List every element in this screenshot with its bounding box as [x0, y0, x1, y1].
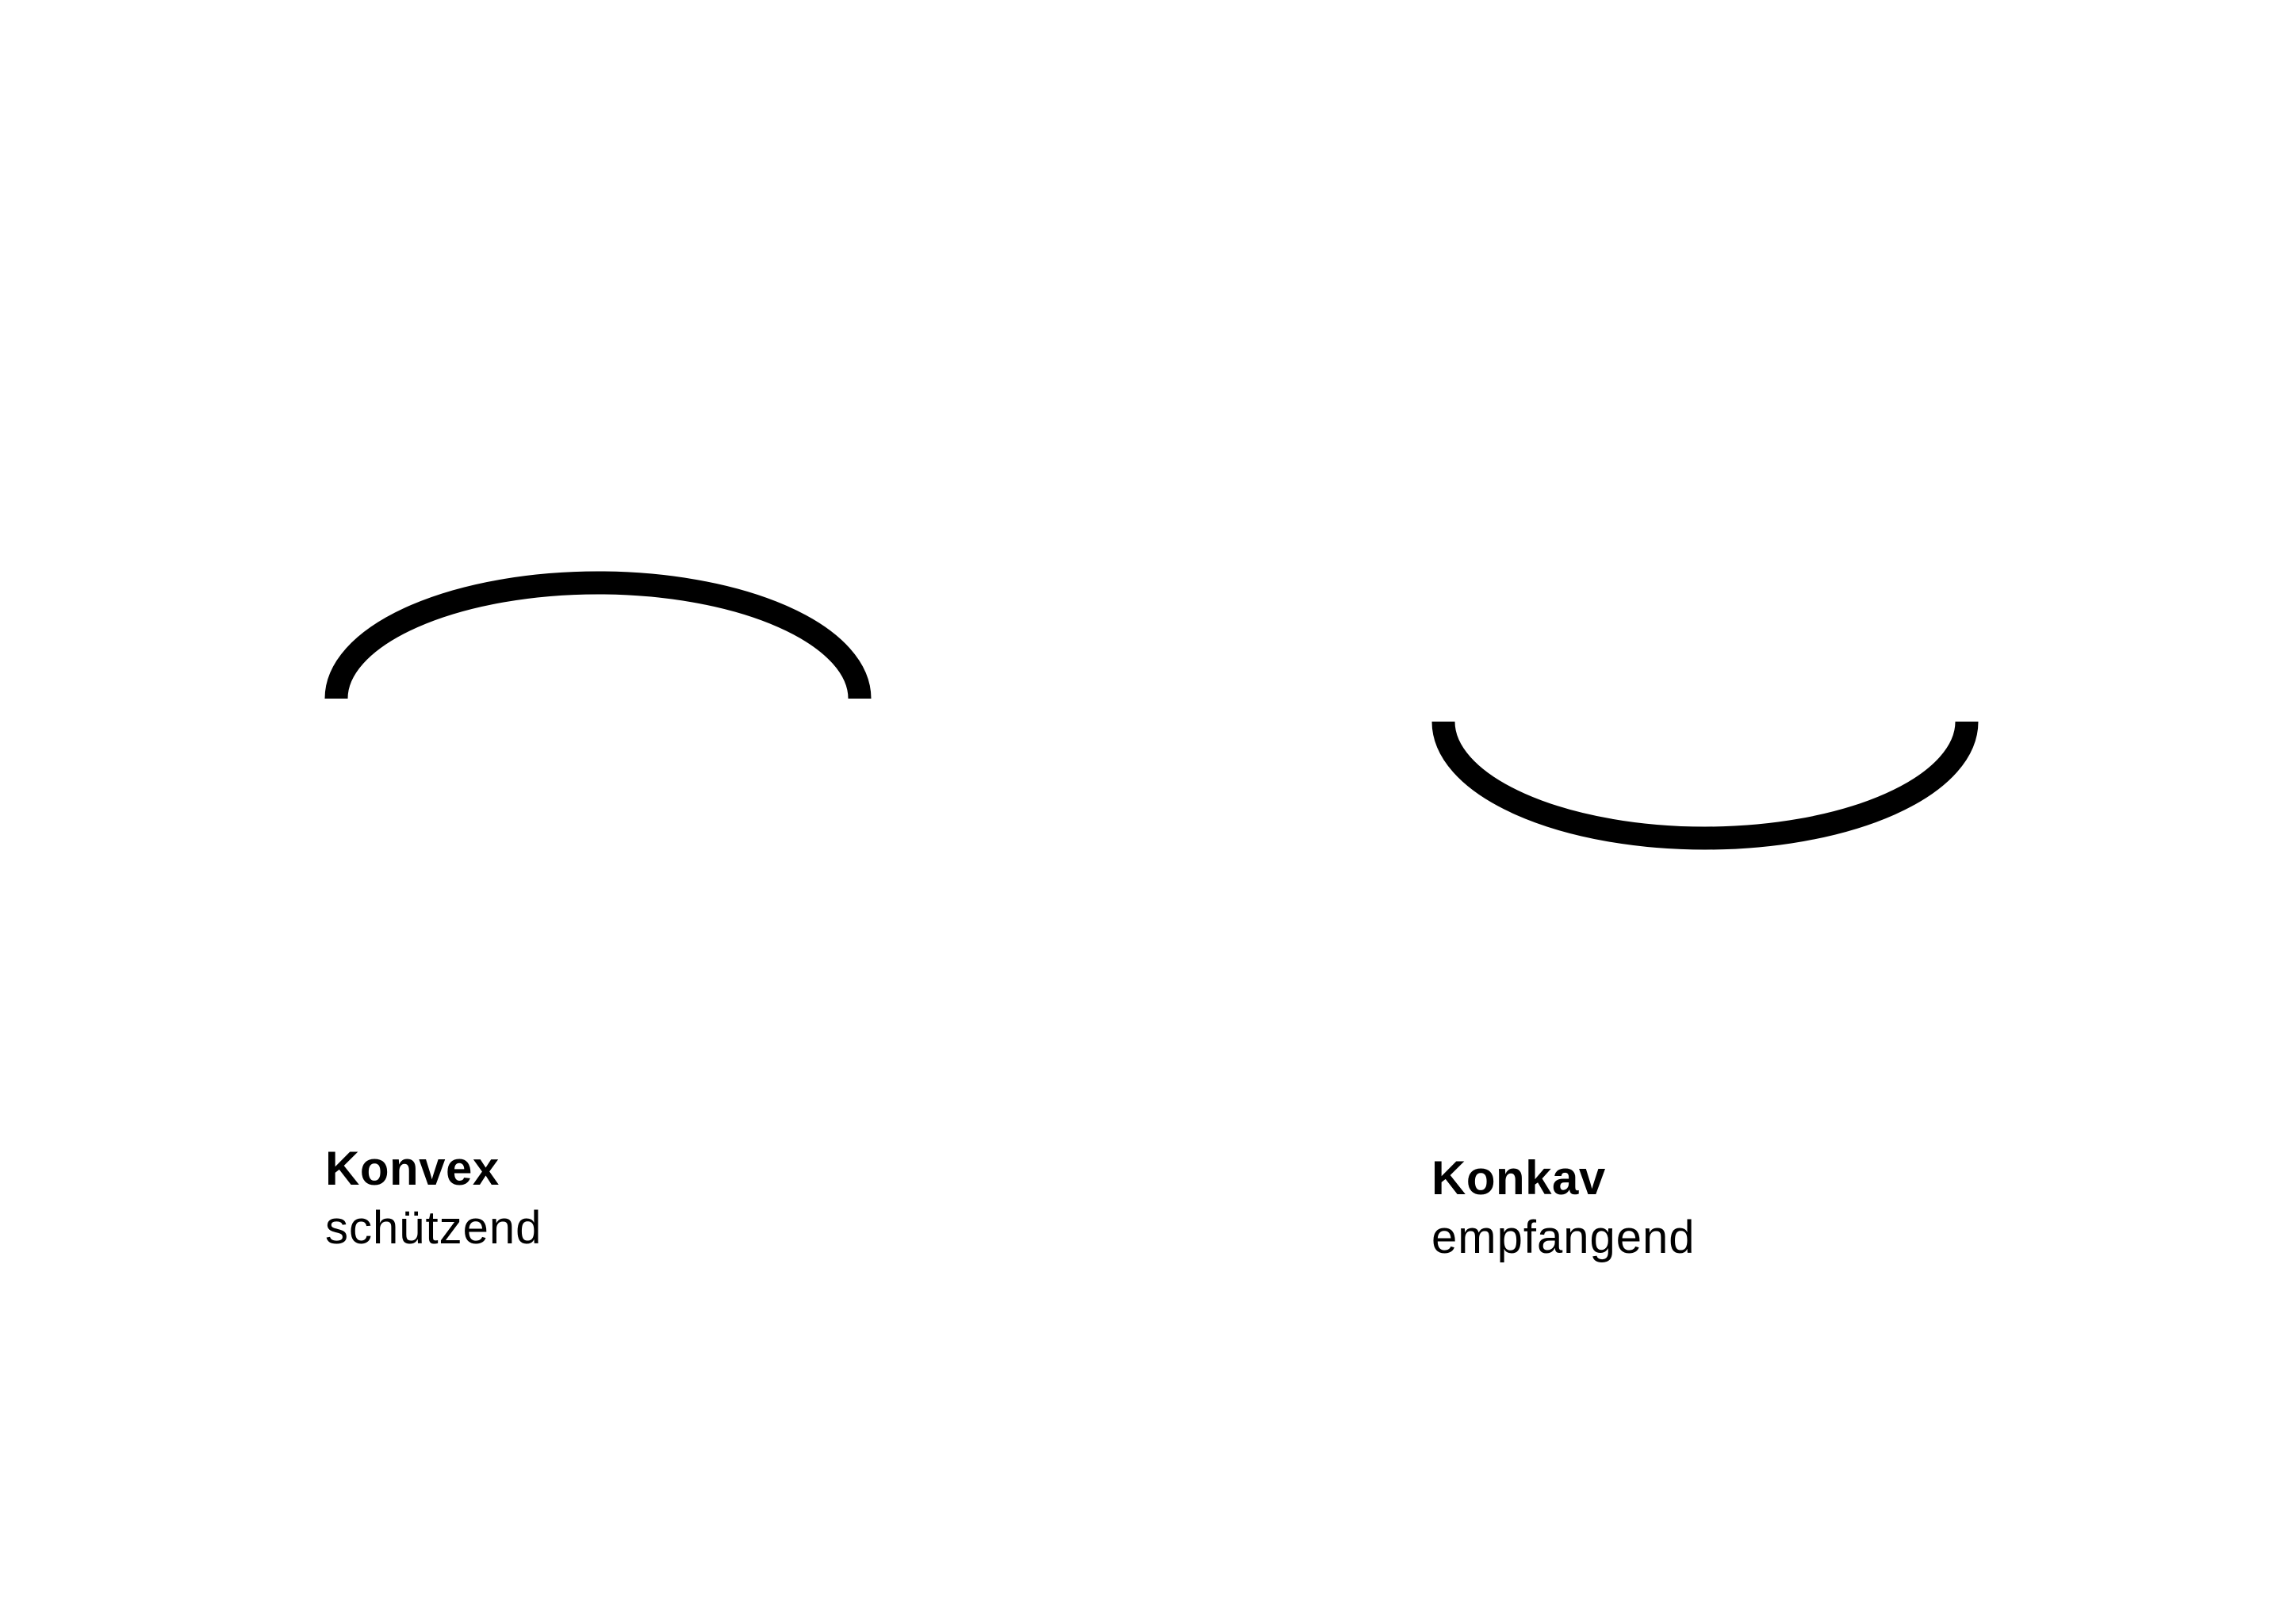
convex-subtitle: schützend [325, 1202, 542, 1254]
concave-title: Konkav [1431, 1151, 1606, 1205]
concave-subtitle: empfangend [1431, 1212, 1696, 1263]
concave-arc [1431, 721, 1979, 850]
concave-caption: Konkav empfangend [1431, 1155, 1695, 1261]
convex-title: Konvex [325, 1142, 500, 1195]
convex-caption: Konvex schützend [325, 1145, 542, 1251]
convex-arc [324, 571, 872, 699]
